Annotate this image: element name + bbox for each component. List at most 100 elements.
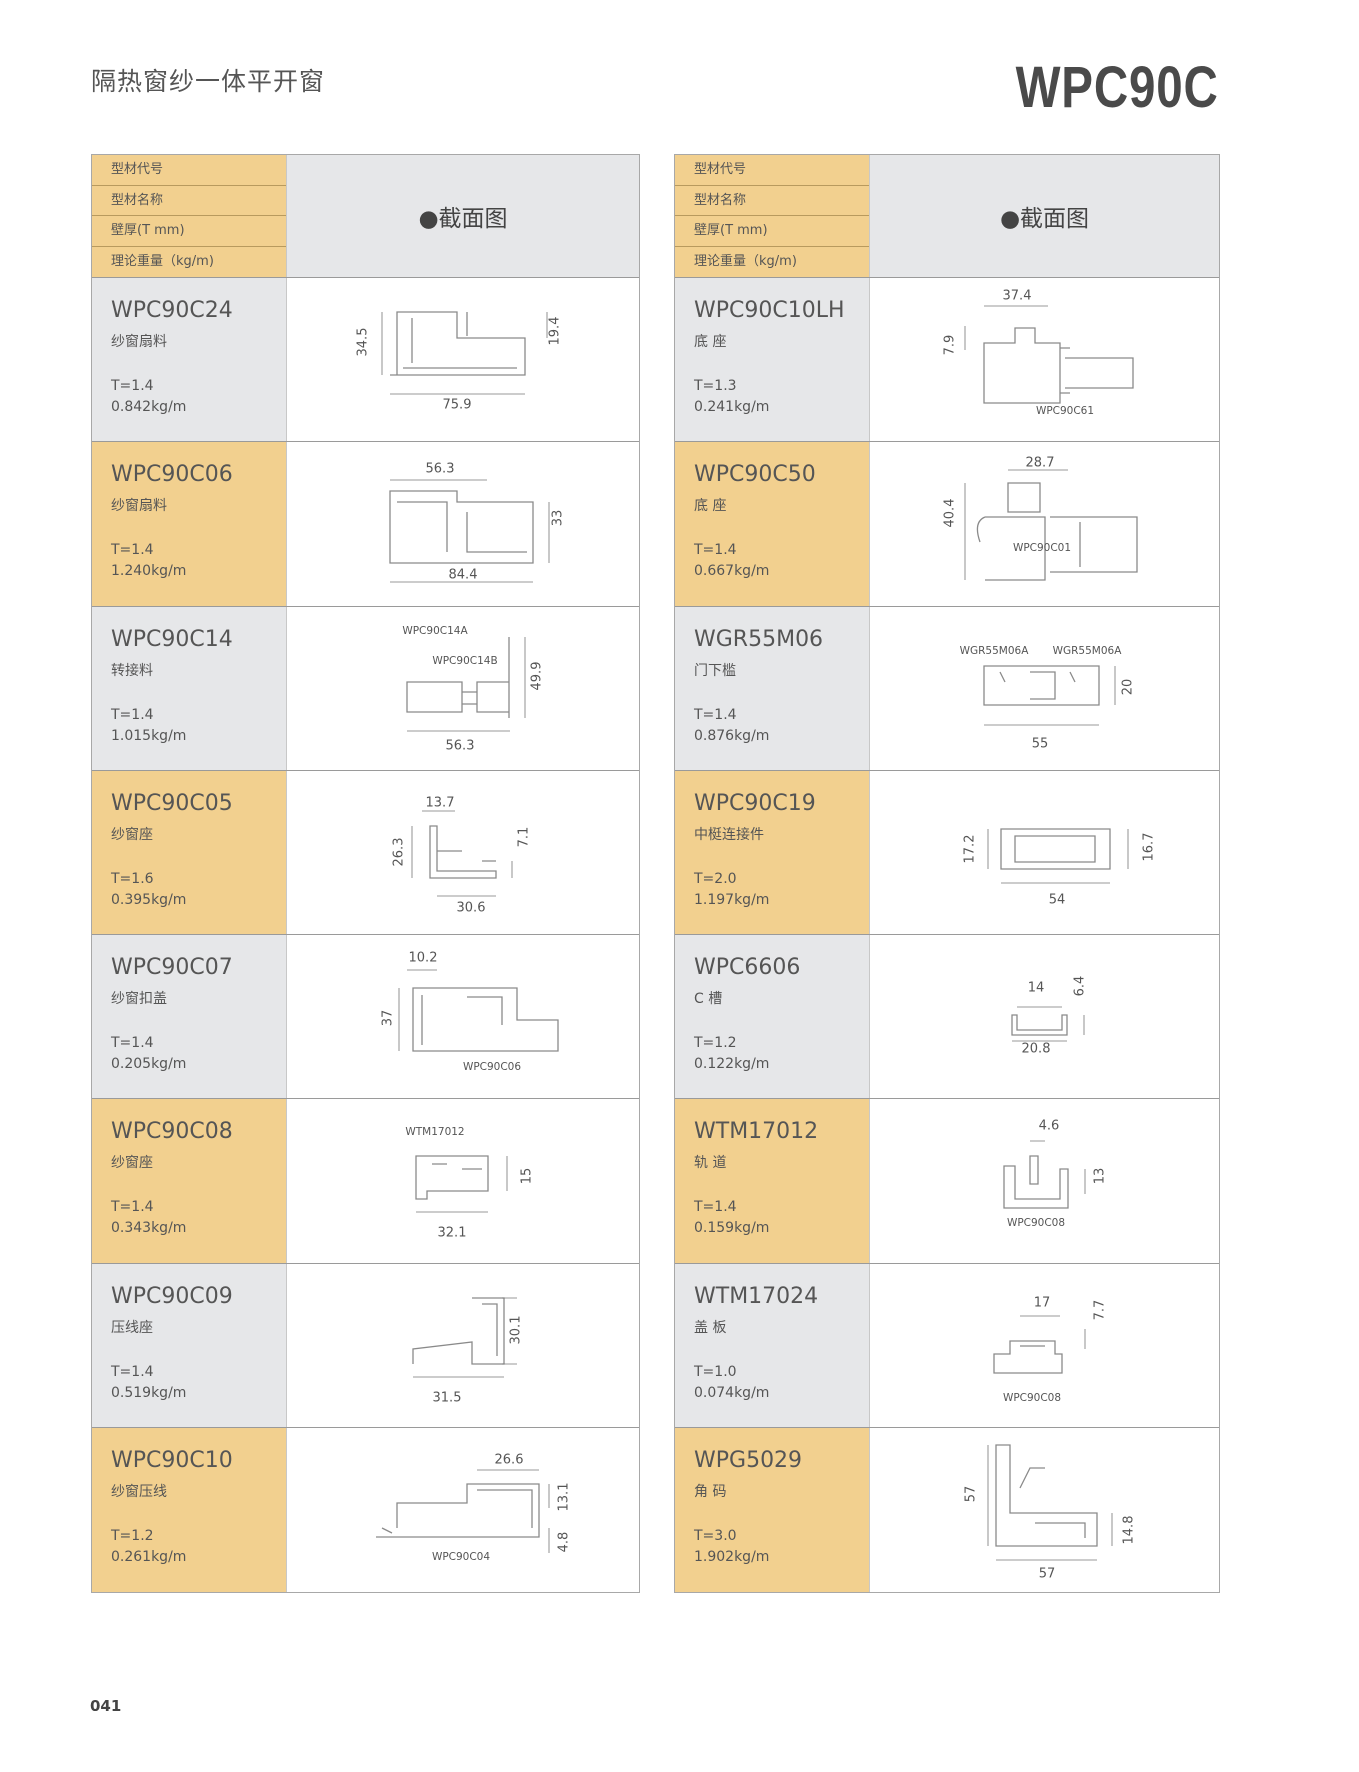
cross-section-svg: 26.6 13.1 4.8 WPC90C04 [376, 1453, 572, 1563]
theoretical-weight: 0.519kg/m [111, 1384, 187, 1401]
dimension-label: 13.1 [557, 1483, 572, 1512]
table-header: 型材代号 型材名称 壁厚(T mm) 理论重量（kg/m) ●截面图 [675, 155, 1219, 278]
part-tag: WGR55M06A [960, 645, 1030, 657]
profile-row: WTM17024 盖 板 T=1.0 0.074kg/m 17 7.7 WPC90C… [675, 1263, 1219, 1429]
wall-thickness: T=1.3 [694, 378, 737, 394]
dimension-label: 15 [520, 1168, 535, 1185]
profile-code: WPC90C09 [111, 1283, 233, 1309]
profile-info: WPG5029 角 码 T=3.0 1.902kg/m [675, 1428, 869, 1593]
dimension-label: 55 [1032, 736, 1049, 751]
theoretical-weight: 0.074kg/m [694, 1384, 770, 1401]
profile-name: 纱窗扇料 [111, 498, 167, 515]
dimension-lines [413, 1297, 517, 1378]
profile-row: WPC90C09 压线座 T=1.4 0.519kg/m 30.1 31.5 [92, 1263, 639, 1429]
profile-name: 纱窗座 [111, 826, 153, 843]
dimension-label: 13.7 [426, 795, 455, 810]
dimension-label: 26.6 [495, 1453, 524, 1468]
profile-name: 纱窗座 [111, 1155, 153, 1172]
theoretical-weight: 0.667kg/m [694, 563, 770, 580]
profile-outline [1000, 828, 1111, 870]
cross-section-drawing: 17.2 16.7 54 [869, 770, 1219, 935]
profile-info: WPC90C14 转接料 T=1.4 1.015kg/m [92, 606, 286, 770]
dimension-label: 75.9 [443, 398, 472, 413]
theoretical-weight: 1.902kg/m [694, 1549, 770, 1566]
profile-outline [406, 636, 510, 718]
header-label: 型材名称 [675, 186, 869, 216]
profile-name: 角 码 [694, 1484, 727, 1501]
dimension-label: 28.7 [1026, 456, 1055, 471]
dimension-lines [411, 810, 513, 897]
profile-row: WPC90C14 转接料 T=1.4 1.015kg/m WPC90C14A WP… [92, 606, 639, 771]
profile-info: WTM17012 轨 道 T=1.4 0.159kg/m [675, 1099, 869, 1263]
dimension-label: 19.4 [548, 317, 563, 346]
dimension-label: 6.4 [1073, 976, 1088, 997]
cross-section-drawing: 34.5 19.4 75.9 [286, 278, 639, 442]
profile-code: WPC90C08 [111, 1119, 233, 1145]
profile-code: WPC90C19 [694, 790, 816, 816]
profile-name: C 槽 [694, 991, 723, 1008]
cross-section-drawing: WPC90C14A WPC90C14B 49.9 56.3 [286, 606, 639, 770]
dimension-label: 84.4 [449, 568, 478, 583]
dimension-lines [1030, 1141, 1086, 1195]
wall-thickness: T=1.2 [694, 1035, 737, 1052]
wall-thickness: T=1.4 [694, 542, 737, 559]
cross-section-drawing: 56.3 33 84.4 [286, 442, 639, 606]
profile-code: WPC90C50 [694, 462, 816, 488]
profile-row: WPC90C07 纱窗扣盖 T=1.4 0.205kg/m 10.2 37 WPC9… [92, 935, 639, 1100]
profile-info: WPC6606 C 槽 T=1.2 0.122kg/m [675, 935, 869, 1099]
part-tag: WTM17012 [405, 1126, 464, 1138]
profile-table-right: 型材代号 型材名称 壁厚(T mm) 理论重量（kg/m) ●截面图 WPC90C10L… [674, 154, 1220, 1594]
profile-code: WPC6606 [694, 955, 801, 981]
wall-thickness: T=3.0 [694, 1528, 737, 1545]
cross-section-svg: 17.2 16.7 54 [963, 828, 1157, 907]
theoretical-weight: 0.205kg/m [111, 1056, 187, 1073]
profile-name: 中梃连接件 [694, 826, 764, 843]
cross-section-drawing: 13.7 26.3 7.1 30.6 [286, 770, 639, 935]
page-number: 041 [90, 1697, 122, 1715]
profile-code: WPC90C10 [111, 1448, 233, 1474]
drawing-column-title: ●截面图 [286, 155, 639, 277]
wall-thickness: T=1.4 [111, 1199, 154, 1216]
part-tag: WPC90C08 [1003, 1392, 1061, 1404]
dimension-label: 26.3 [392, 837, 407, 866]
profile-name: 纱窗压线 [111, 1484, 167, 1501]
page-title: 隔热窗纱一体平开窗 [91, 67, 326, 96]
dimension-label: 14.8 [1122, 1516, 1137, 1545]
part-tag: WPC90C08 [1007, 1217, 1065, 1229]
wall-thickness: T=1.4 [111, 706, 154, 723]
header-label: 理论重量（kg/m) [111, 253, 214, 269]
profile-info: WPC90C10LH 底 座 T=1.3 0.241kg/m [675, 278, 869, 442]
profile-table-left: 型材代号 型材名称 壁厚(T mm) 理论重量（kg/m) ●截面图 WPC90C24 … [91, 154, 640, 1594]
profile-outline [429, 825, 497, 879]
wall-thickness: T=1.4 [111, 378, 154, 394]
header-label: 型材代号 [92, 155, 286, 186]
dimension-lines [1020, 1315, 1086, 1349]
dimension-label: 7.7 [1093, 1299, 1108, 1320]
dimension-label: 34.5 [356, 328, 371, 357]
profile-row: WPC90C50 底 座 T=1.4 0.667kg/m 28.7 40.4 WPC… [675, 442, 1219, 607]
dimension-label: 7.9 [943, 335, 958, 356]
cross-section-svg: 13.7 26.3 7.1 30.6 [392, 795, 532, 915]
profile-code: WPC90C07 [111, 955, 233, 981]
theoretical-weight: 0.842kg/m [111, 399, 187, 415]
cross-section-svg: WGR55M06A WGR55M06A 20 55 [960, 645, 1136, 752]
dimension-label: 14 [1028, 981, 1045, 996]
dimension-lines [964, 469, 1068, 581]
wall-thickness: T=1.2 [111, 1528, 154, 1545]
profile-code: WPC90C14 [111, 626, 233, 652]
dimension-label: 17.2 [963, 834, 978, 863]
dimension-lines [987, 828, 1129, 884]
profile-outline [412, 987, 559, 1052]
dimension-label: 17 [1034, 1295, 1051, 1310]
profile-code: WPC90C24 [111, 298, 233, 323]
profile-row: WPC90C19 中梃连接件 T=2.0 1.197kg/m 17.2 16.7 5… [675, 770, 1219, 936]
profile-name: 盖 板 [694, 1319, 727, 1336]
profile-info: WPC90C50 底 座 T=1.4 0.667kg/m [675, 442, 869, 606]
theoretical-weight: 1.015kg/m [111, 727, 187, 744]
table-header: 型材代号 型材名称 壁厚(T mm) 理论重量（kg/m) ●截面图 [92, 155, 639, 278]
dimension-label: 20.8 [1022, 1042, 1051, 1057]
profile-info: WGR55M06 门下槛 T=1.4 0.876kg/m [675, 606, 869, 770]
cross-section-svg: 57 14.8 57 [964, 1444, 1137, 1582]
profile-code: WPC90C06 [111, 462, 233, 488]
series-title: WPC90C [1015, 55, 1219, 120]
